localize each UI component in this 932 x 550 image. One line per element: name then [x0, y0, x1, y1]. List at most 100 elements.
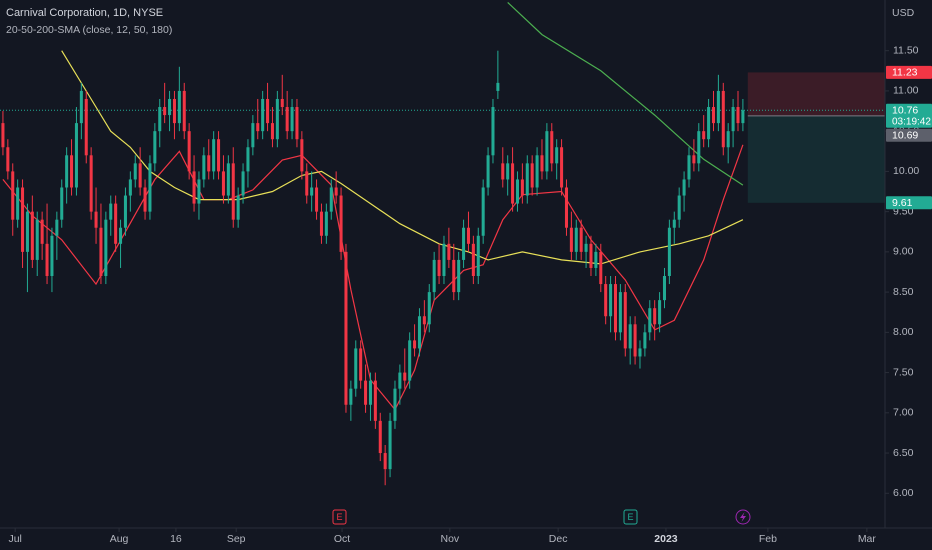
candle-body	[574, 227, 578, 252]
candle-body	[177, 90, 181, 124]
candle-body	[422, 316, 426, 325]
candle-body	[393, 388, 397, 421]
candle-body	[599, 251, 603, 285]
chart-title: Carnival Corporation, 1D, NYSE	[6, 7, 163, 19]
candle-body	[221, 171, 225, 196]
candle-body	[55, 219, 59, 236]
y-tick-label: 8.50	[893, 286, 914, 298]
candle-body	[491, 107, 495, 156]
price-label-box	[886, 103, 932, 128]
event-earnings[interactable]: E	[332, 509, 347, 525]
candle-body	[285, 107, 289, 132]
candle-body	[530, 163, 534, 188]
x-tick-label: 16	[170, 533, 182, 545]
candle-body	[672, 219, 676, 228]
candle-body	[305, 171, 309, 196]
candle-body	[623, 292, 627, 349]
candle-body	[648, 308, 652, 333]
candle-body	[697, 131, 701, 164]
event-label: E	[627, 512, 633, 522]
x-tick-label: Aug	[110, 533, 129, 545]
x-tick-label: 2023	[654, 533, 678, 545]
candle-body	[290, 107, 294, 132]
stop-zone	[747, 72, 885, 116]
candle-body	[163, 107, 167, 116]
event-badge	[332, 509, 347, 525]
candle-body	[334, 187, 338, 196]
candle-body	[550, 131, 554, 164]
candle-body	[153, 131, 157, 164]
candle-body	[462, 227, 466, 260]
candle-body	[540, 155, 544, 172]
candle-body	[555, 147, 559, 164]
candle-body	[486, 155, 490, 188]
sma-line	[507, 1, 744, 186]
candle-body	[432, 259, 436, 293]
candle-body	[114, 203, 118, 244]
candle-body	[329, 187, 333, 212]
candles	[1, 50, 745, 486]
candle-body	[628, 324, 632, 349]
candle-body	[79, 90, 83, 124]
event-dividend[interactable]	[735, 509, 751, 525]
candle-body	[344, 251, 348, 405]
candle-body	[339, 195, 343, 252]
candle-body	[99, 227, 103, 277]
y-tick-label: 7.00	[893, 407, 914, 419]
candle-body	[707, 107, 711, 140]
event-badge	[623, 509, 638, 525]
candle-body	[403, 372, 407, 381]
candle-body	[246, 147, 250, 172]
candle-body	[437, 259, 441, 277]
candle-body	[212, 139, 216, 172]
x-tick-label: Mar	[858, 533, 877, 545]
candle-body	[251, 123, 255, 148]
candle-body	[711, 107, 716, 124]
candle-body	[207, 155, 211, 172]
candle-body	[158, 107, 162, 132]
candle-body	[633, 324, 637, 357]
candle-body	[378, 420, 382, 454]
candle-body	[1, 123, 5, 148]
candle-body	[471, 243, 475, 277]
candle-body	[741, 110, 745, 124]
candle-body	[266, 98, 270, 124]
candle-body	[417, 316, 421, 349]
candle-body	[349, 388, 353, 405]
candle-body	[613, 284, 618, 333]
candle-body	[40, 219, 44, 244]
price-label: 9.61	[892, 197, 913, 209]
price-label-box	[886, 128, 932, 142]
candle-body	[50, 235, 54, 277]
event-earnings[interactable]: E	[623, 509, 638, 525]
currency-label: USD	[892, 7, 915, 19]
candle-body	[682, 179, 686, 196]
candle-body	[119, 227, 123, 244]
candle-body	[506, 163, 510, 180]
x-tick-label: Jul	[8, 533, 21, 545]
candle-body	[452, 259, 456, 293]
candle-body	[74, 123, 78, 188]
candle-body	[466, 227, 470, 244]
candle-body	[30, 211, 34, 260]
y-tick-label: 10.00	[893, 165, 919, 177]
y-tick-label: 11.50	[893, 44, 919, 56]
x-tick-label: Dec	[549, 533, 568, 545]
candle-body	[604, 284, 608, 317]
position-zone	[0, 72, 885, 203]
candle-body	[692, 155, 696, 164]
event-icon	[740, 512, 746, 522]
candle-body	[300, 139, 304, 172]
candle-body	[501, 163, 505, 180]
x-tick-label: Nov	[441, 533, 460, 545]
candle-body	[16, 187, 20, 220]
candle-body	[687, 155, 691, 180]
candle-body	[280, 98, 284, 108]
candle-body	[261, 98, 265, 132]
candle-body	[515, 179, 519, 204]
candle-body	[236, 195, 240, 220]
candle-body	[662, 276, 667, 301]
candle-body	[447, 243, 451, 260]
